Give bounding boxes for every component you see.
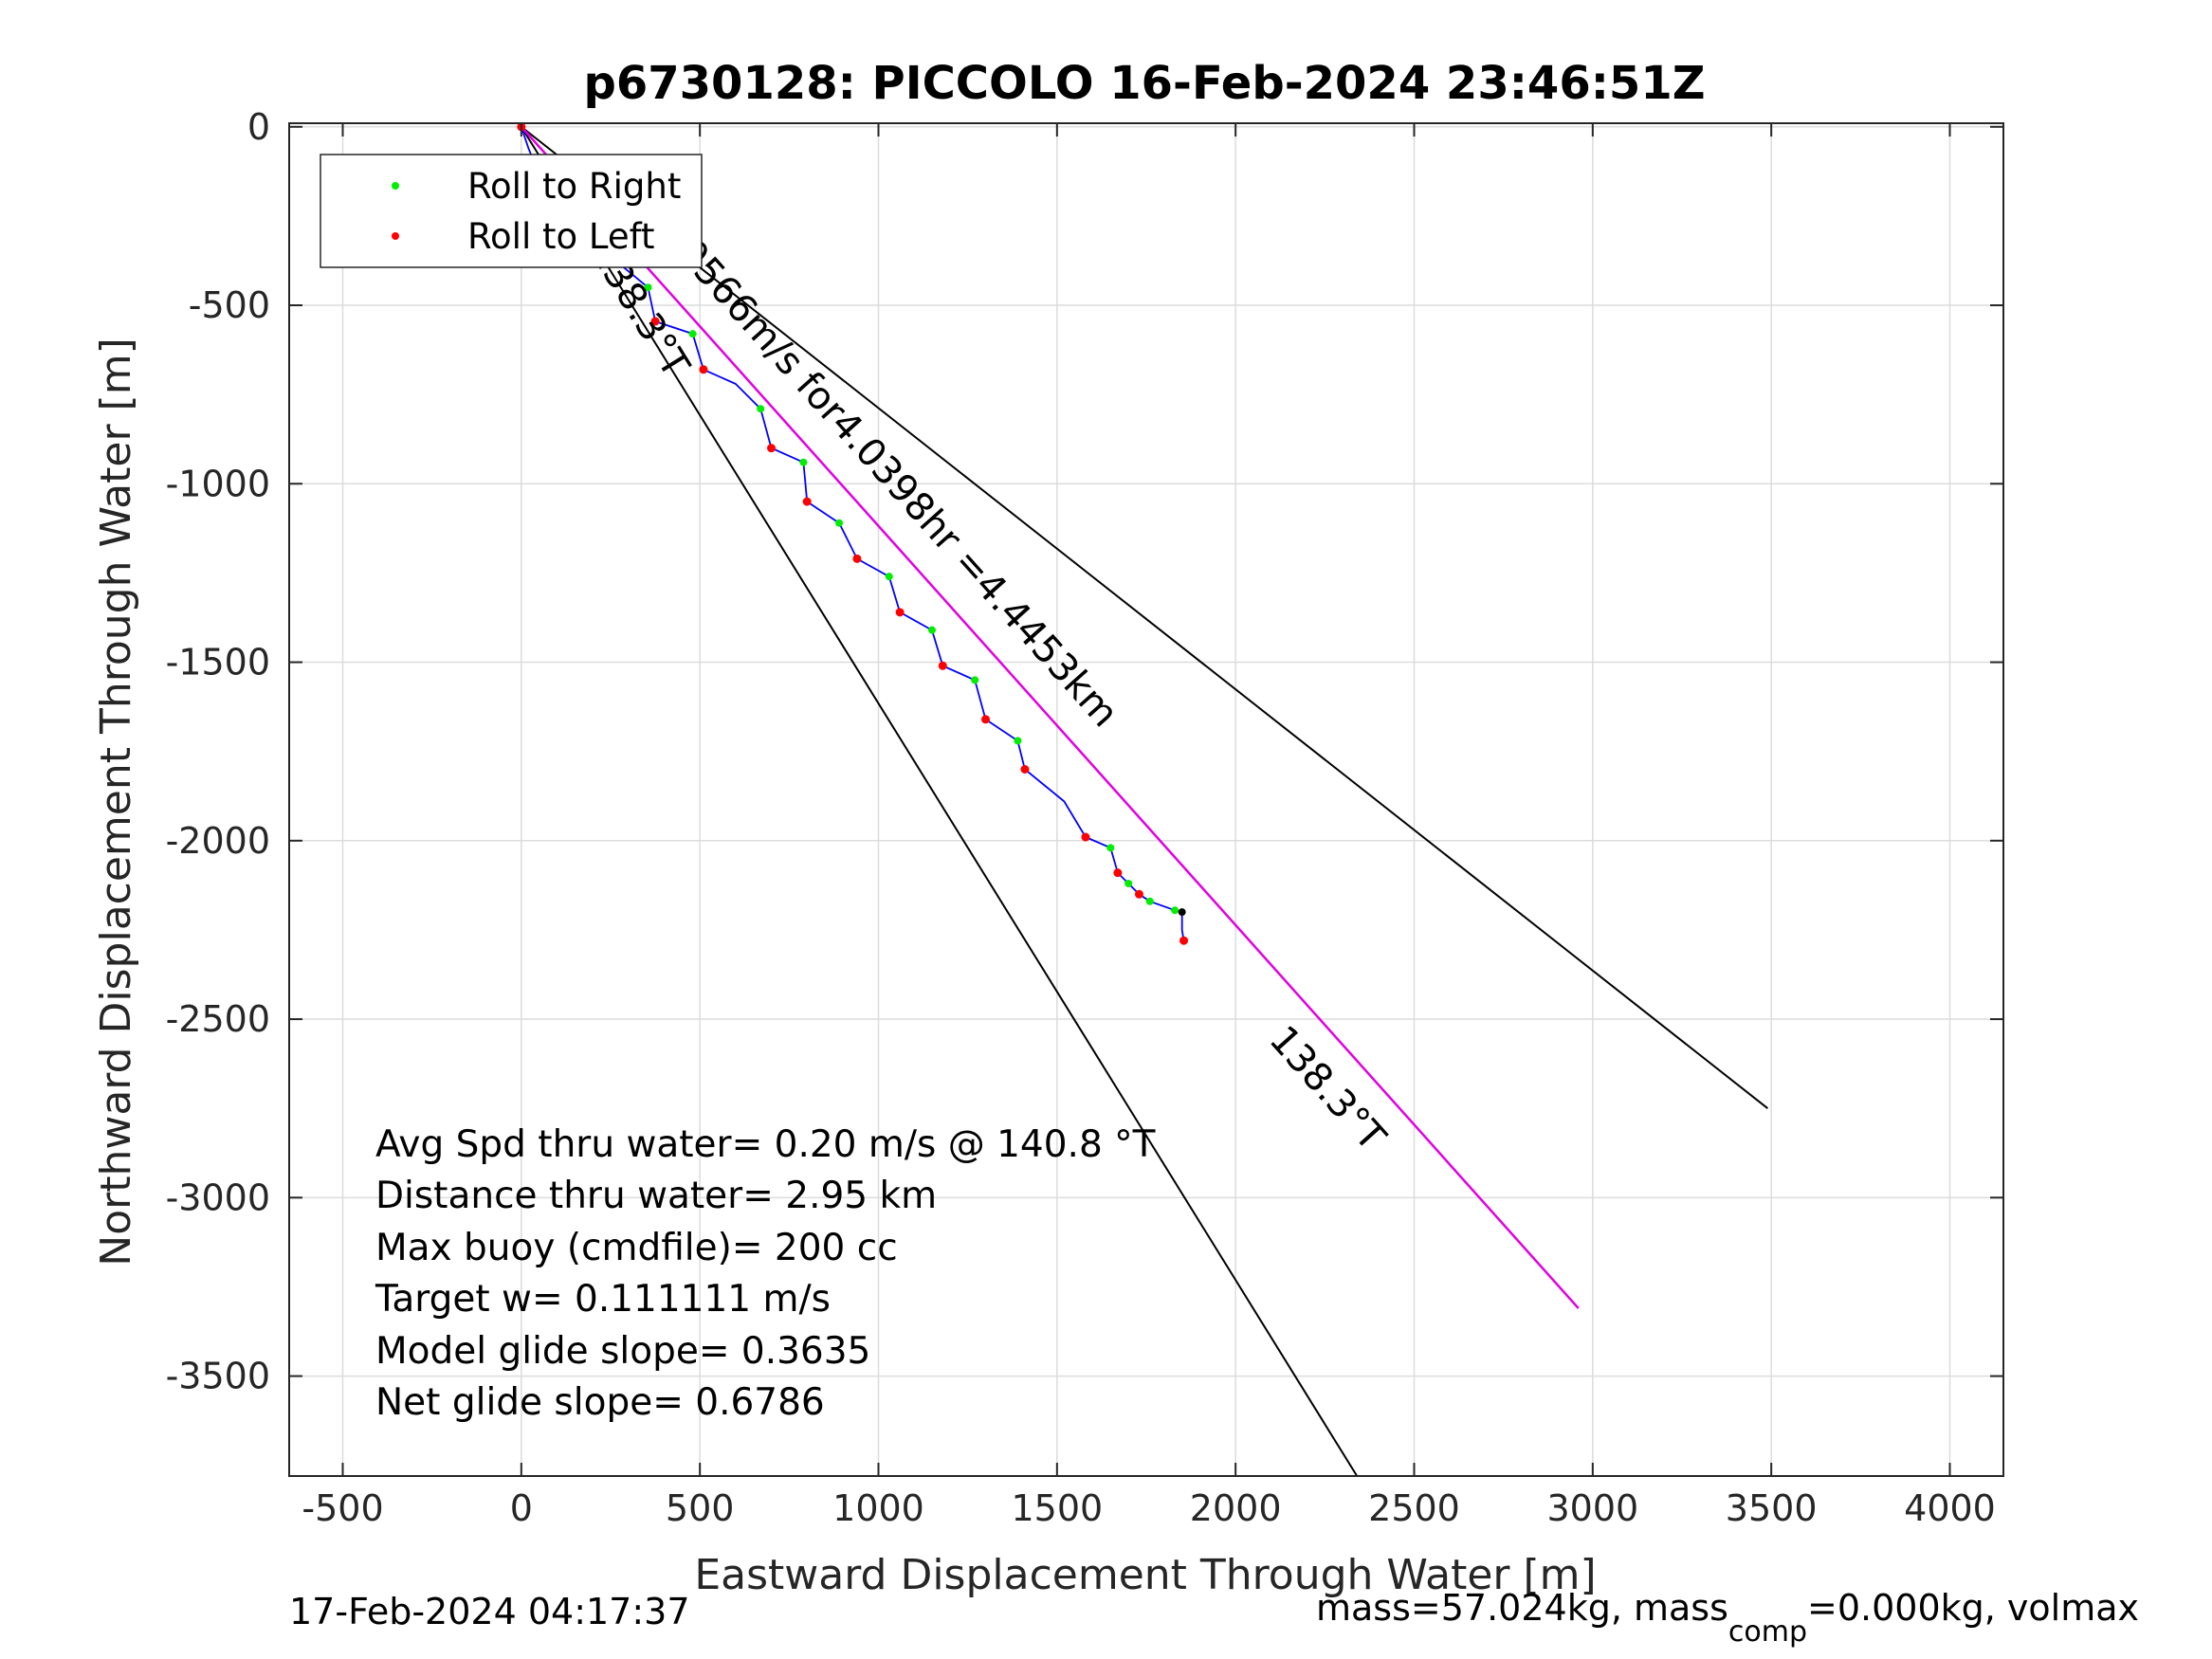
roll-right-marker: [1014, 737, 1022, 745]
footer-mass-subscript: comp: [1728, 1615, 1807, 1649]
footer-timestamp: 17-Feb-2024 04:17:37: [289, 1591, 690, 1632]
roll-left-marker: [1020, 764, 1030, 774]
x-tick-label: 3500: [1726, 1487, 1818, 1529]
legend-marker-right: [392, 182, 399, 190]
legend-label-right: Roll to Right: [467, 166, 681, 207]
y-tick-label: -1500: [166, 642, 270, 684]
heading-cone-lines: [520, 125, 1769, 1477]
y-ticks: 0 -500 -1000 -1500 -2000 -2500 -3000 -3500: [166, 106, 2003, 1397]
footer-mass: mass=57.024kg, masscomp=0.000kg, volmax: [1316, 1587, 2139, 1649]
y-tick-label: -2500: [166, 998, 270, 1040]
x-axis-label: Eastward Displacement Through Water [m]: [694, 1551, 1596, 1599]
roll-right-marker: [644, 283, 652, 292]
stat-avg-speed: Avg Spd thru water= 0.20 m/s @ 140.8 °T: [375, 1123, 1156, 1166]
roll-right-marker: [1124, 879, 1133, 887]
plot-area: [289, 123, 2003, 1476]
roll-right-marker: [799, 458, 808, 466]
roll-right-marker: [971, 676, 979, 684]
stat-max-buoy: Max buoy (cmdfile)= 200 cc: [375, 1227, 898, 1269]
roll-right-marker: [688, 330, 697, 338]
x-tick-label: 2000: [1190, 1487, 1282, 1529]
y-axis-label: Northward Displacement Through Water [m]: [92, 337, 140, 1266]
legend-box: [320, 154, 703, 268]
current-vector-line: [520, 125, 1580, 1309]
axes-box: [288, 122, 2004, 1477]
roll-left-marker: [981, 715, 990, 724]
roll-right-marker: [757, 405, 765, 413]
y-tick-label: -500: [189, 284, 270, 326]
y-tick-label: -3000: [166, 1176, 270, 1218]
y-tick-label: -2000: [166, 820, 270, 862]
roll-left-marker: [767, 444, 776, 453]
end-marker: [1178, 908, 1186, 917]
x-tick-label: 2500: [1368, 1487, 1460, 1529]
roll-left-marker: [1081, 832, 1090, 842]
roll-left-marker: [1179, 936, 1189, 945]
heading-cone-line: [521, 125, 1769, 1109]
y-gridlines: [289, 126, 2003, 1377]
legend: Roll to Right Roll to Left: [320, 154, 703, 268]
roll-right-marker: [1106, 844, 1115, 852]
x-tick-label: 0: [510, 1487, 533, 1529]
stat-net-glide-slope: Net glide slope= 0.6786: [375, 1381, 825, 1424]
x-tick-label: 1500: [1011, 1487, 1103, 1529]
legend-marker-left: [392, 232, 399, 240]
x-tick-label: 3000: [1546, 1487, 1638, 1529]
roll-left-marker: [895, 608, 905, 617]
stats-block: Avg Spd thru water= 0.20 m/s @ 140.8 °T …: [375, 1123, 1156, 1424]
x-gridlines: [341, 123, 1951, 1476]
roll-right-marker: [1171, 906, 1179, 915]
roll-right-marker: [1145, 897, 1154, 905]
current-line: [520, 125, 1580, 1309]
roll-left-marker: [650, 317, 660, 326]
roll-right-marker: [835, 519, 844, 527]
stat-distance: Distance thru water= 2.95 km: [375, 1175, 937, 1217]
roll-right-marker: [928, 626, 936, 634]
roll-left-marker: [938, 661, 947, 670]
footer-mass-suffix: =0.000kg, volmax: [1807, 1587, 2139, 1629]
roll-left-marker: [852, 554, 862, 563]
roll-left-marker: [1113, 868, 1123, 878]
y-tick-label: -3500: [166, 1356, 270, 1397]
roll-left-marker: [802, 497, 812, 506]
x-tick-label: 500: [666, 1487, 735, 1529]
x-tick-label: 1000: [832, 1487, 924, 1529]
x-tick-label: -500: [302, 1487, 383, 1529]
chart-title: p6730128: PICCOLO 16-Feb-2024 23:46:51Z: [583, 57, 1705, 110]
heading-cone-line: [520, 126, 1359, 1477]
footer-mass-prefix: mass=57.024kg, mass: [1316, 1587, 1728, 1629]
roll-left-marker: [1134, 889, 1143, 899]
legend-label-left: Roll to Left: [467, 216, 655, 257]
y-tick-label: 0: [247, 106, 270, 148]
y-tick-label: -1000: [166, 463, 270, 504]
stat-model-glide-slope: Model glide slope= 0.3635: [375, 1330, 870, 1373]
stat-target-w: Target w= 0.111111 m/s: [375, 1278, 831, 1321]
roll-left-marker: [699, 365, 708, 374]
x-ticks: -500 0 500 1000 1500 2000 2500 3000 3500 4000: [302, 123, 1996, 1529]
x-tick-label: 4000: [1904, 1487, 1996, 1529]
roll-right-marker: [885, 573, 893, 581]
